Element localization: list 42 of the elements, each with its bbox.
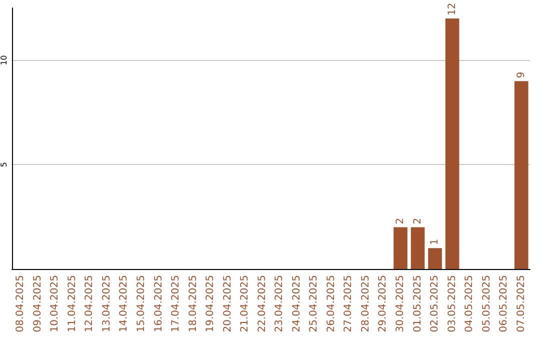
data-label: 1 xyxy=(430,238,441,246)
y-tick-label: 10 xyxy=(0,55,8,66)
x-tick-label: 09.04.2025 xyxy=(32,275,44,332)
x-tick-label: 06.05.2025 xyxy=(498,275,510,332)
x-tick-label: 17.04.2025 xyxy=(170,275,182,332)
bar xyxy=(410,227,425,269)
data-label: 12 xyxy=(446,2,458,16)
x-tick-label: 10.04.2025 xyxy=(50,275,61,332)
data-label: 2 xyxy=(412,218,424,224)
bar xyxy=(445,18,460,269)
x-tick-label: 21.04.2025 xyxy=(240,275,251,332)
x-tick-label: 28.04.2025 xyxy=(360,275,372,332)
x-tick-label: 16.04.2025 xyxy=(153,275,164,332)
x-tick-label: 29.04.2025 xyxy=(378,275,389,332)
x-tick-label: 14.04.2025 xyxy=(118,275,130,332)
bar xyxy=(394,227,408,269)
data-label: 2 xyxy=(395,218,406,224)
x-tick-label: 15.04.2025 xyxy=(136,275,147,332)
x-tick-label: 19.04.2025 xyxy=(205,275,216,332)
x-tick-label: 18.04.2025 xyxy=(188,275,199,332)
x-tick-label: 30.04.2025 xyxy=(395,275,406,332)
y-tick-label: 5 xyxy=(0,162,8,168)
x-tick-label: 04.05.2025 xyxy=(464,275,476,332)
x-tick-label: 12.04.2025 xyxy=(84,275,96,332)
x-tick-label: 02.05.2025 xyxy=(430,275,441,332)
x-tick-label: 01.05.2025 xyxy=(412,275,424,332)
x-tick-label: 03.05.2025 xyxy=(446,275,458,332)
x-tick-label: 26.04.2025 xyxy=(326,275,337,332)
x-tick-label: 24.04.2025 xyxy=(291,275,302,332)
data-label: 9 xyxy=(516,72,527,78)
x-tick-label: 11.04.2025 xyxy=(66,275,78,332)
bar xyxy=(514,81,528,269)
x-tick-label: 13.04.2025 xyxy=(101,275,112,332)
x-tick-label: 25.04.2025 xyxy=(308,275,320,332)
x-tick-label: 22.04.2025 xyxy=(256,275,268,332)
x-tick-label: 27.04.2025 xyxy=(343,275,354,332)
x-tick-label: 07.05.2025 xyxy=(516,275,527,332)
x-tick-label: 08.04.2025 xyxy=(15,275,26,332)
x-tick-label: 05.05.2025 xyxy=(481,275,492,332)
x-tick-label: 20.04.2025 xyxy=(222,275,234,332)
bar xyxy=(428,248,442,269)
x-tick-label: 23.04.2025 xyxy=(274,275,286,332)
